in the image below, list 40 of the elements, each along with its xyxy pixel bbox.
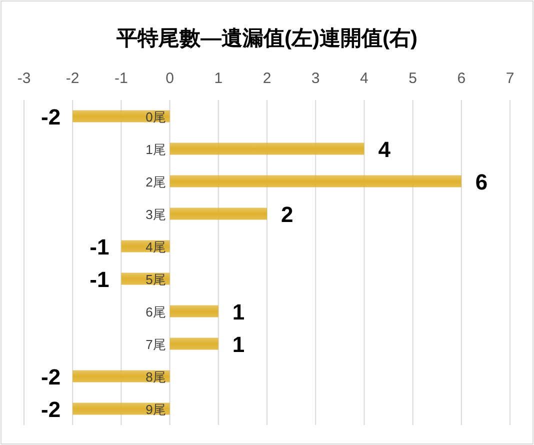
data-label: -1 <box>90 234 110 260</box>
y-tick-label: 6尾 <box>146 304 166 320</box>
bar <box>72 402 170 415</box>
x-tick-label: 3 <box>311 70 320 87</box>
x-tick-label: 4 <box>360 70 368 87</box>
bar <box>170 175 462 188</box>
y-tick-label: 1尾 <box>146 142 166 157</box>
data-label: 6 <box>475 169 488 194</box>
data-label: 1 <box>232 332 245 357</box>
data-label: -2 <box>41 364 61 390</box>
x-tick-label: 5 <box>408 70 417 87</box>
x-tick-label: 2 <box>262 70 272 87</box>
x-tick-label: -2 <box>66 70 80 87</box>
x-tick-label: 7 <box>506 70 514 87</box>
x-tick-label: 1 <box>214 70 223 87</box>
bar <box>170 142 364 155</box>
data-label: 2 <box>281 202 294 227</box>
data-label: -1 <box>90 266 110 292</box>
y-tick-label: 2尾 <box>146 174 166 190</box>
y-tick-label: 5尾 <box>146 272 166 287</box>
y-tick-label: 8尾 <box>146 369 166 384</box>
bar <box>72 110 170 122</box>
y-tick-label: 9尾 <box>146 402 166 417</box>
chart-title: 平特尾數—遺漏值(左)連開值(右) <box>116 27 418 50</box>
y-tick-label: 3尾 <box>146 206 166 222</box>
x-tick-label: 0 <box>166 70 174 87</box>
data-label: 4 <box>378 136 392 162</box>
bar <box>170 305 218 318</box>
y-tick-label: 4尾 <box>146 239 166 254</box>
data-label: 1 <box>232 299 245 324</box>
y-tick-label: 0尾 <box>146 109 166 124</box>
data-label: -2 <box>41 104 61 130</box>
data-label: -2 <box>41 396 61 422</box>
x-tick-label: -3 <box>17 70 31 87</box>
x-tick-label: -1 <box>114 70 128 87</box>
bar <box>170 208 267 220</box>
bar <box>72 370 170 382</box>
y-tick-label: 7尾 <box>146 336 166 352</box>
bar <box>170 338 218 350</box>
x-tick-label: 6 <box>457 70 466 87</box>
